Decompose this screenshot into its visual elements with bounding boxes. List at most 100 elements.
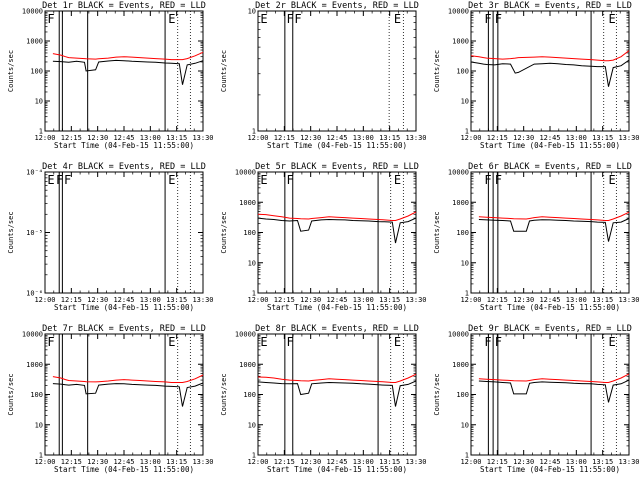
plot-frame <box>257 333 417 456</box>
x-tick-label: 12:30 <box>513 134 534 142</box>
lld-series-line <box>257 211 417 221</box>
x-tick-label: 12:00 <box>34 458 55 466</box>
y-tick-label: 1 <box>39 128 43 136</box>
plot-frame <box>44 333 204 456</box>
flag-marker: F <box>64 173 71 187</box>
panel-title: Det 9r BLACK = Events, RED = LLD <box>468 324 632 334</box>
detector-panel-4: Det 4r BLACK = Events, RED = LLD 10⁻⁶ 10⁻⁵… <box>7 162 214 312</box>
x-tick-label: 13:00 <box>140 296 161 304</box>
x-tick-label: 13:30 <box>405 458 426 466</box>
x-tick-label: 12:00 <box>460 134 481 142</box>
x-tick-label: 12:30 <box>300 134 321 142</box>
x-tick-label: 12:15 <box>487 296 508 304</box>
y-tick-label: 10 <box>248 421 256 429</box>
x-tick-label: 12:45 <box>539 458 560 466</box>
x-tick-label: 13:00 <box>566 458 587 466</box>
x-tick-label: 13:00 <box>566 296 587 304</box>
x-tick-label: 12:15 <box>487 134 508 142</box>
flag-marker: F <box>47 335 54 349</box>
lld-series-line <box>52 374 204 383</box>
flag-marker: E <box>394 173 401 187</box>
y-tick-label: 10000 <box>22 8 43 16</box>
panel-title: Det 1r BLACK = Events, RED = LLD <box>42 1 206 11</box>
x-tick-label: 12:45 <box>326 458 347 466</box>
y-axis-label: Counts/sec <box>433 373 441 415</box>
lld-series-line <box>257 373 417 383</box>
flag-marker: F <box>495 12 502 26</box>
x-tick-label: 12:30 <box>87 296 108 304</box>
x-tick-label: 12:00 <box>247 296 268 304</box>
y-tick-label: 100 <box>456 229 469 237</box>
y-axis-label: Counts/sec <box>7 211 15 253</box>
flag-marker: E <box>394 335 401 349</box>
flag-marker: F <box>286 12 293 26</box>
y-tick-label: 10⁻⁴ <box>26 169 43 177</box>
x-tick-label: 12:00 <box>247 134 268 142</box>
x-tick-label: 13:15 <box>379 134 400 142</box>
flag-marker: F <box>484 12 491 26</box>
x-tick-label: 12:15 <box>274 134 295 142</box>
x-tick-label: 13:15 <box>592 134 613 142</box>
flag-marker: E <box>47 173 54 187</box>
x-tick-label: 12:15 <box>274 296 295 304</box>
y-tick-label: 1000 <box>26 361 43 369</box>
x-tick-label: 13:00 <box>353 296 374 304</box>
flag-marker: F <box>495 173 502 187</box>
plot-frame <box>257 171 417 294</box>
y-tick-label: 100 <box>30 68 43 76</box>
flag-marker: E <box>608 335 615 349</box>
flag-marker: F <box>47 12 54 26</box>
plot-frame <box>44 10 204 132</box>
lld-series-line <box>478 373 630 383</box>
detector-panel-5: Det 5r BLACK = Events, RED = LLD 1 10 100 10… <box>220 162 427 312</box>
y-tick-label: 10 <box>35 98 43 106</box>
panel-title: Det 8r BLACK = Events, RED = LLD <box>255 324 419 334</box>
x-axis-label: Start Time (04-Feb-15 11:55:00) <box>54 141 194 150</box>
flag-marker: E <box>608 173 615 187</box>
flag-marker: F <box>484 173 491 187</box>
x-tick-label: 12:45 <box>539 134 560 142</box>
flag-marker: E <box>260 12 267 26</box>
detector-panel-7: Det 7r BLACK = Events, RED = LLD 1 10 100 10… <box>7 324 214 474</box>
x-tick-label: 12:30 <box>513 296 534 304</box>
flag-marker: E <box>168 12 175 26</box>
y-axis-label: Counts/sec <box>220 50 228 92</box>
x-tick-label: 13:15 <box>592 458 613 466</box>
y-tick-label: 1000 <box>452 199 469 207</box>
events-series-line <box>470 59 630 87</box>
y-tick-label: 1 <box>252 452 256 460</box>
x-tick-label: 12:45 <box>326 296 347 304</box>
detector-panel-9: Det 9r BLACK = Events, RED = LLD 1 10 100 10… <box>433 324 640 474</box>
y-tick-label: 10 <box>461 98 469 106</box>
detector-panel-2: Det 2r BLACK = Events, RED = LLD 1 10 Count… <box>220 1 427 150</box>
x-tick-label: 12:30 <box>300 458 321 466</box>
x-tick-label: 12:45 <box>113 458 134 466</box>
detector-panel-6: Det 6r BLACK = Events, RED = LLD 1 10 100 10… <box>433 162 640 312</box>
x-tick-label: 13:30 <box>618 458 639 466</box>
flag-marker: F <box>56 173 63 187</box>
x-tick-label: 13:15 <box>166 134 187 142</box>
x-tick-label: 13:30 <box>405 296 426 304</box>
x-tick-label: 13:00 <box>566 134 587 142</box>
y-tick-label: 1 <box>39 452 43 460</box>
lld-series-line <box>470 50 630 62</box>
flag-marker: F <box>484 335 491 349</box>
y-tick-label: 100 <box>243 391 256 399</box>
y-tick-label: 1 <box>465 452 469 460</box>
detector-panel-1: Det 1r BLACK = Events, RED = LLD 1 10 100 10… <box>7 1 214 150</box>
x-tick-label: 13:30 <box>192 458 213 466</box>
plot-frame <box>470 171 630 294</box>
x-axis-label: Start Time (04-Feb-15 11:55:00) <box>54 465 194 474</box>
lld-series-line <box>52 51 204 61</box>
x-tick-label: 12:30 <box>87 458 108 466</box>
y-tick-label: 10 <box>35 421 43 429</box>
x-tick-label: 12:15 <box>61 458 82 466</box>
events-series-line <box>52 59 204 85</box>
x-tick-label: 13:30 <box>192 296 213 304</box>
x-tick-label: 13:15 <box>379 458 400 466</box>
x-tick-label: 12:45 <box>113 134 134 142</box>
y-tick-label: 1 <box>465 128 469 136</box>
x-tick-label: 12:30 <box>87 134 108 142</box>
x-axis-label: Start Time (04-Feb-15 11:55:00) <box>54 303 194 312</box>
